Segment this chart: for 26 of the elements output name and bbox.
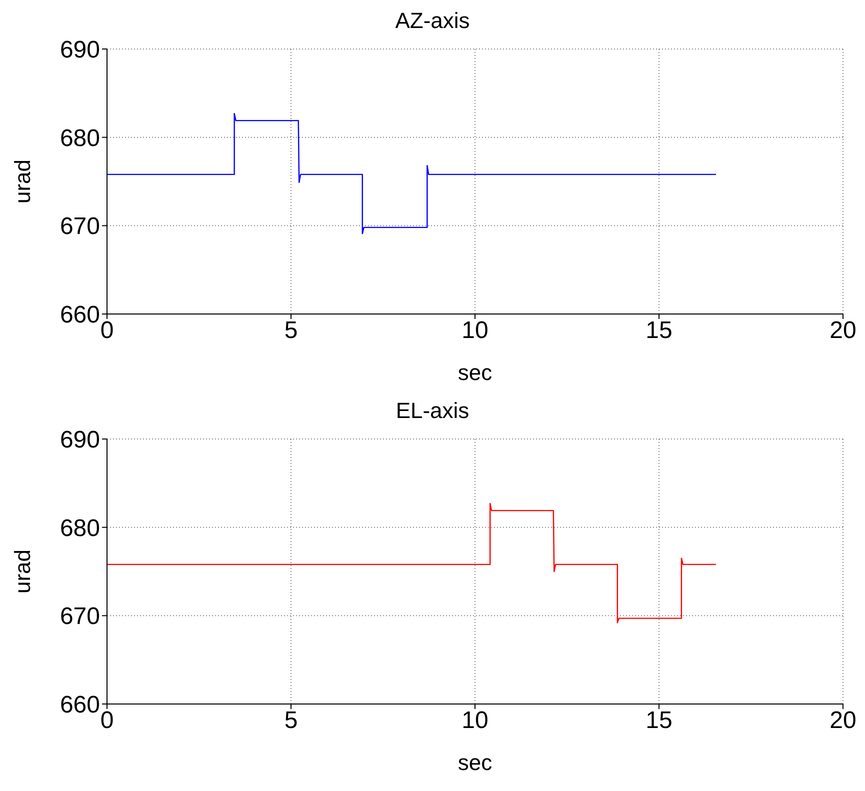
chart-title: EL-axis: [394, 398, 470, 424]
x-axis-title: sec: [458, 360, 492, 385]
line-series: [107, 502, 717, 624]
y-tick-label: 660: [60, 692, 100, 719]
y-tick-label: 660: [60, 302, 100, 329]
x-tick-label: 20: [830, 707, 856, 734]
x-tick-label: 0: [100, 707, 114, 734]
y-tick-label: 690: [60, 426, 100, 454]
y-tick-label: 670: [60, 603, 100, 630]
y-tick-label: 690: [60, 36, 100, 64]
x-tick-label: 15: [646, 317, 672, 344]
y-axis-title: urad: [10, 549, 35, 594]
y-tick-label: 670: [60, 213, 100, 240]
x-tick-label: 10: [462, 707, 488, 734]
x-tick-label: 20: [830, 317, 856, 344]
y-tick-label: 680: [60, 514, 100, 542]
x-axis-title: sec: [458, 750, 492, 775]
x-tick-label: 15: [646, 707, 672, 734]
x-tick-label: 5: [284, 317, 298, 344]
line-series: [107, 112, 717, 234]
y-tick-label: 680: [60, 124, 100, 152]
chart-title: AZ-axis: [394, 8, 471, 34]
x-tick-label: 10: [462, 317, 488, 344]
x-tick-label: 5: [284, 707, 298, 734]
x-tick-label: 0: [100, 317, 114, 344]
y-axis-title: urad: [10, 159, 35, 204]
